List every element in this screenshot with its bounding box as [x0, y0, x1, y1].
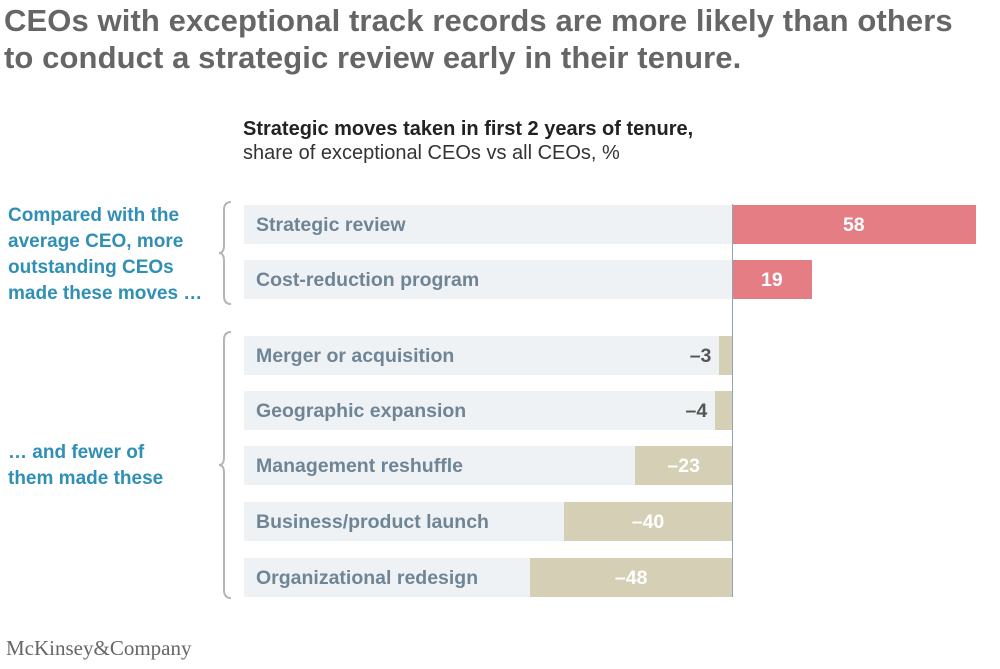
row-background-strategic-review	[244, 205, 732, 244]
row-background-geographic-expansion	[244, 391, 716, 430]
bar-merger-or-acquisition	[719, 336, 732, 375]
category-label-management-reshuffle: Management reshuffle	[256, 455, 463, 477]
annotation-bottom-line-2: them made these	[8, 468, 164, 489]
row-background-business-product-launch	[244, 502, 564, 541]
category-label-organizational-redesign: Organizational redesign	[256, 567, 479, 589]
category-label-merger-or-acquisition: Merger or acquisition	[256, 345, 455, 367]
value-label-merger-or-acquisition: –3	[689, 345, 712, 367]
annotation-top-line-4: made these moves …	[8, 283, 203, 304]
value-label-organizational-redesign: –48	[614, 567, 648, 589]
bar-organizational-redesign	[530, 558, 732, 597]
chart-subtitle: Strategic moves taken in first 2 years o…	[243, 117, 943, 165]
value-label-geographic-expansion: –4	[685, 400, 708, 422]
category-label-strategic-review: Strategic review	[256, 214, 406, 236]
row-background-organizational-redesign	[244, 558, 531, 597]
bar-business-product-launch	[564, 502, 732, 541]
zero-axis-line	[732, 204, 733, 597]
annotation-top-line-3: outstanding CEOs	[8, 257, 174, 278]
annotation-more-moves: Compared with the average CEO, more outs…	[8, 203, 202, 307]
category-label-cost-reduction-program: Cost-reduction program	[256, 269, 480, 291]
annotation-fewer-moves: … and fewer of them made these	[8, 440, 163, 492]
title-line-1: CEOs with exceptional track records are …	[4, 3, 953, 38]
bar-geographic-expansion	[715, 391, 732, 430]
category-label-geographic-expansion: Geographic expansion	[256, 400, 467, 422]
annotation-top-line-2: average CEO, more	[8, 231, 184, 252]
chart-title: CEOs with exceptional track records are …	[4, 2, 953, 76]
chart-data-subtitle: share of exceptional CEOs vs all CEOs, %	[243, 142, 620, 164]
row-background-cost-reduction-program	[244, 260, 732, 299]
value-label-business-product-launch: –40	[631, 511, 665, 533]
value-label-management-reshuffle: –23	[667, 455, 700, 477]
value-label-cost-reduction-program: 19	[761, 269, 783, 291]
row-background-management-reshuffle	[244, 446, 636, 485]
row-background-merger-or-acquisition	[244, 336, 720, 375]
bar-cost-reduction-program	[732, 260, 812, 299]
brace-bottom-group	[218, 331, 232, 599]
category-label-business-product-launch: Business/product launch	[256, 511, 489, 533]
mckinsey-logo: McKinsey&Company	[6, 636, 192, 660]
title-line-2: to conduct a strategic review early in t…	[4, 40, 742, 75]
bar-strategic-review	[732, 205, 976, 244]
bar-management-reshuffle	[635, 446, 732, 485]
annotation-top-line-1: Compared with the	[8, 205, 180, 226]
chart-data-title: Strategic moves taken in first 2 years o…	[243, 118, 694, 140]
value-label-strategic-review: 58	[842, 214, 865, 236]
annotation-bottom-line-1: … and fewer of	[8, 442, 145, 463]
brace-top-group	[218, 201, 232, 305]
